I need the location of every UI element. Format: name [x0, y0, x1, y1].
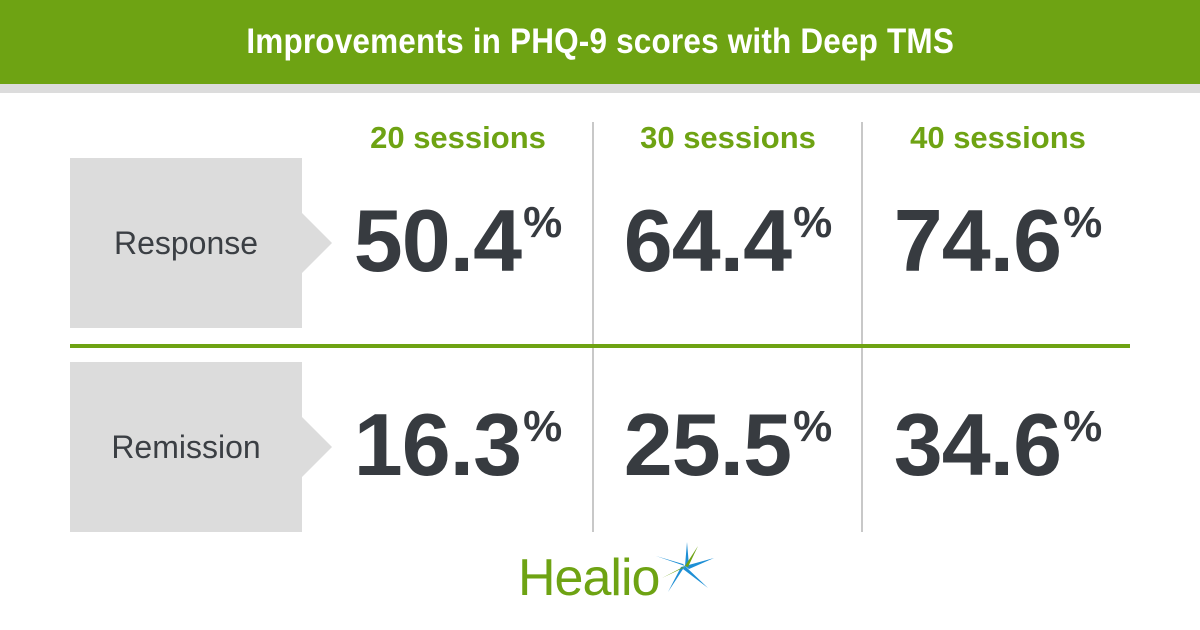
percent-sign: %: [523, 198, 563, 247]
value-remission-40: 34.6%: [858, 394, 1138, 496]
header-divider: [0, 84, 1200, 93]
value-remission-20: 16.3%: [318, 394, 598, 496]
value-number: 50.4: [353, 191, 522, 290]
percent-sign: %: [793, 402, 833, 451]
row-pointer-arrow: [302, 213, 332, 273]
value-remission-30: 25.5%: [588, 394, 868, 496]
value-number: 34.6: [893, 395, 1062, 494]
column-divider: [592, 122, 594, 532]
value-number: 64.4: [623, 191, 792, 290]
row-label-box-remission: Remission: [70, 362, 332, 532]
row-divider: [70, 344, 1130, 348]
percent-sign: %: [1063, 402, 1103, 451]
row-label-response: Response: [113, 224, 259, 261]
page-title: Improvements in PHQ-9 scores with Deep T…: [246, 22, 954, 61]
value-response-30: 64.4%: [588, 190, 868, 292]
percent-sign: %: [793, 198, 833, 247]
column-divider: [861, 122, 863, 532]
healio-logo: Healio: [518, 542, 738, 608]
logo-wordmark: Healio: [518, 549, 660, 607]
value-number: 25.5: [623, 395, 792, 494]
value-response-20: 50.4%: [318, 190, 598, 292]
value-number: 74.6: [893, 191, 1062, 290]
row-label-box-response: Response: [70, 158, 332, 328]
column-header-40-sessions: 40 sessions: [910, 120, 1086, 155]
row-pointer-arrow: [302, 417, 332, 477]
column-header-20-sessions: 20 sessions: [370, 120, 546, 155]
percent-sign: %: [523, 402, 563, 451]
row-label-remission: Remission: [111, 428, 261, 465]
value-response-40: 74.6%: [858, 190, 1138, 292]
column-header-30-sessions: 30 sessions: [640, 120, 816, 155]
percent-sign: %: [1063, 198, 1103, 247]
healio-star-icon: [656, 542, 714, 592]
title-banner: Improvements in PHQ-9 scores with Deep T…: [0, 0, 1200, 84]
value-number: 16.3: [353, 395, 522, 494]
